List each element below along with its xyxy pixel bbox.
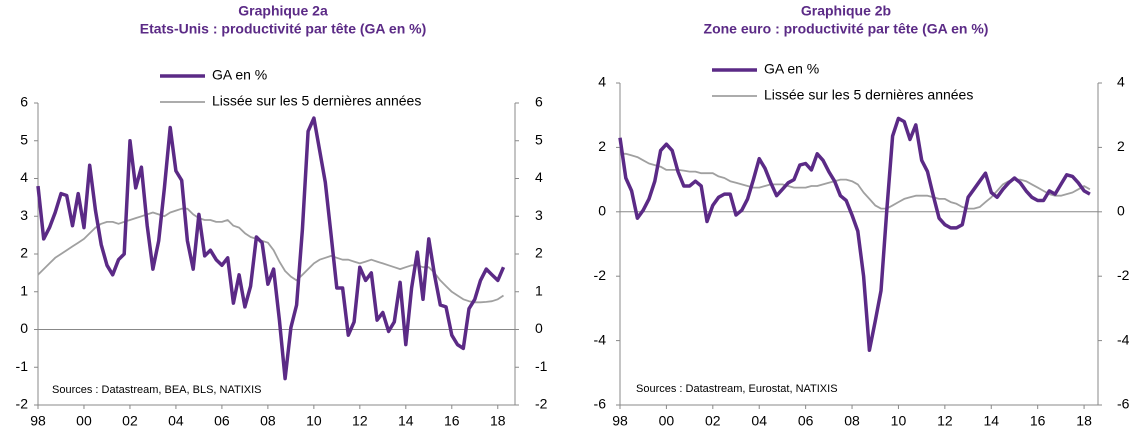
legend-label: Lissée sur les 5 dernières années: [212, 93, 421, 109]
x-tick-label: 00: [76, 413, 92, 429]
x-tick-label: 10: [891, 413, 907, 429]
y-tick-label: 4: [20, 169, 28, 185]
y-tick-label: 3: [20, 207, 28, 223]
y-tick-label: 2: [20, 245, 28, 261]
y-tick-label-right: 4: [1117, 74, 1125, 90]
x-tick-label: 02: [122, 413, 138, 429]
y-tick-label-right: -2: [535, 396, 548, 412]
series-line: [618, 116, 1091, 353]
x-tick-label: 02: [705, 413, 721, 429]
source-note: Sources : Datastream, Eurostat, NATIXIS: [636, 383, 838, 395]
x-tick-label: 08: [844, 413, 860, 429]
x-tick-label: 98: [30, 413, 46, 429]
y-tick-label: -4: [594, 331, 607, 347]
y-tick-label: -2: [16, 396, 29, 412]
chart-subtitle: Etats-Unis : productivité par tête (GA e…: [140, 21, 427, 37]
source-note: Sources : Datastream, BEA, BLS, NATIXIS: [52, 384, 261, 396]
x-tick-label: 16: [444, 413, 460, 429]
x-tick-label: 10: [306, 413, 322, 429]
y-tick-label-right: 0: [1117, 203, 1125, 219]
x-tick-label: 06: [214, 413, 230, 429]
y-tick-label-right: 3: [535, 207, 543, 223]
legend-label: GA en %: [212, 67, 267, 83]
y-tick-label-right: -4: [1117, 331, 1129, 347]
y-tick-label-right: 2: [535, 245, 543, 261]
y-tick-label: 1: [20, 282, 28, 298]
y-tick-label-right: 4: [535, 169, 543, 185]
x-tick-label: 08: [260, 413, 276, 429]
legend-label: GA en %: [764, 61, 819, 77]
x-tick-label: 14: [983, 413, 999, 429]
x-tick-label: 00: [659, 413, 675, 429]
x-tick-label: 18: [490, 413, 506, 429]
x-tick-label: 16: [1030, 413, 1046, 429]
x-tick-label: 12: [352, 413, 368, 429]
y-tick-label-right: -6: [1117, 396, 1129, 412]
y-tick-label: 4: [598, 74, 606, 90]
y-tick-label-right: 5: [535, 131, 543, 147]
chart-title: Graphique 2a: [238, 3, 328, 19]
x-tick-label: 04: [168, 413, 184, 429]
y-tick-label: -2: [594, 267, 607, 283]
x-tick-label: 06: [798, 413, 814, 429]
x-tick-label: 12: [937, 413, 953, 429]
series-line: [36, 116, 506, 381]
y-tick-label-right: 1: [535, 282, 543, 298]
y-tick-label: -1: [16, 358, 29, 374]
y-tick-label: 0: [20, 320, 28, 336]
y-tick-label: 2: [598, 138, 606, 154]
x-tick-label: 18: [1076, 413, 1092, 429]
y-tick-label-right: -2: [1117, 267, 1129, 283]
x-tick-label: 98: [612, 413, 628, 429]
y-tick-label: 6: [20, 94, 28, 110]
series-line: [37, 207, 504, 304]
legend-label: Lissée sur les 5 dernières années: [764, 87, 973, 103]
chart-subtitle: Zone euro : productivité par tête (GA en…: [704, 21, 989, 37]
x-tick-label: 04: [751, 413, 767, 429]
y-tick-label: 0: [598, 203, 606, 219]
y-tick-label-right: 0: [535, 320, 543, 336]
x-tick-label: 14: [398, 413, 414, 429]
y-tick-label-right: 6: [535, 94, 543, 110]
y-tick-label: 5: [20, 131, 28, 147]
y-tick-label: -6: [594, 396, 607, 412]
y-tick-label-right: -1: [535, 358, 548, 374]
y-tick-label-right: 2: [1117, 138, 1125, 154]
chart-title: Graphique 2b: [801, 3, 891, 19]
